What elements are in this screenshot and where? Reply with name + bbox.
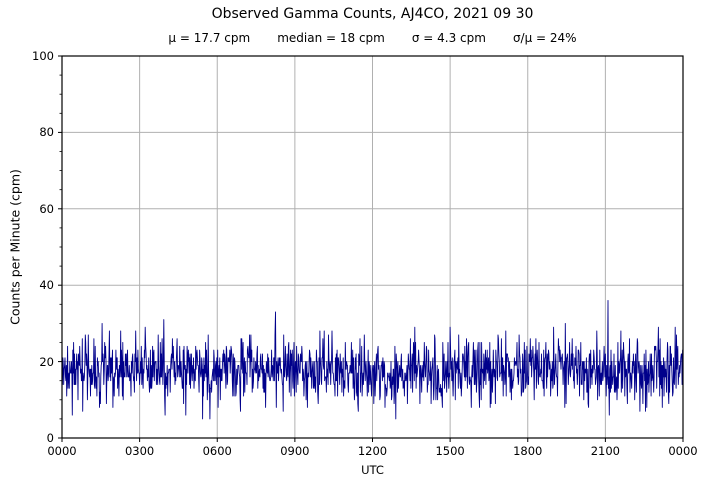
x-axis-label: UTC <box>361 463 384 477</box>
x-tick-label: 0600 <box>202 444 232 458</box>
x-tick-label: 0000 <box>668 444 698 458</box>
y-tick-label: 100 <box>32 49 54 63</box>
stat-mean: μ = 17.7 cpm <box>168 31 251 45</box>
data-line <box>61 300 684 420</box>
x-tick-label: 0300 <box>124 444 155 458</box>
stat-median: median = 18 cpm <box>277 31 385 45</box>
x-tick-label: 2100 <box>590 444 621 458</box>
x-tick-label: 1500 <box>435 444 465 458</box>
y-tick-label: 80 <box>39 125 54 140</box>
y-tick-label: 0 <box>46 431 54 445</box>
stat-sigma-over-mu: σ/μ = 24% <box>512 31 577 45</box>
y-tick-label: 20 <box>39 354 54 369</box>
x-tick-label: 1200 <box>357 444 388 458</box>
x-tick-label: 1800 <box>513 444 543 458</box>
chart-title: Observed Gamma Counts, AJ4CO, 2021 09 30 <box>211 6 534 22</box>
stat-sigma: σ = 4.3 cpm <box>411 31 486 45</box>
stats-subtitle: μ = 17.7 cpm median = 18 cpm σ = 4.3 cpm… <box>62 31 683 46</box>
y-tick-label: 40 <box>39 278 54 293</box>
y-tick-label: 60 <box>39 201 54 216</box>
x-tick-label: 0900 <box>280 444 310 458</box>
x-tick-label: 0000 <box>47 444 77 458</box>
